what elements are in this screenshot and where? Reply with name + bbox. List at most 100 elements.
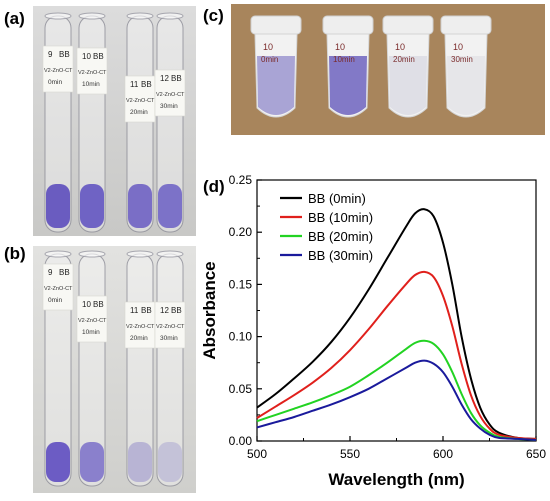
vial-liquid — [447, 56, 485, 115]
tube-label-line2: 0min — [48, 79, 62, 86]
tube-rim — [156, 250, 184, 258]
series-lines — [256, 208, 537, 441]
tube-label-line2: 20min — [130, 109, 148, 116]
panel-label-a: (a) — [4, 9, 25, 28]
tube-label-code: BB — [59, 268, 70, 277]
tube-label-code: BB — [93, 52, 104, 61]
tube-rim — [44, 12, 72, 20]
tube-label-number: 11 — [130, 306, 139, 315]
tube-label-code: BB — [141, 306, 152, 315]
tube-label-sticker — [42, 263, 74, 311]
y-tick-label: 0.25 — [229, 173, 253, 187]
tube-label-line2: 30min — [160, 335, 178, 342]
tube-label-line2: 10min — [82, 329, 100, 336]
y-tick-label: 0.20 — [229, 225, 253, 239]
x-tick-label: 500 — [247, 447, 267, 461]
vial-cap — [250, 15, 302, 35]
tube-label-sticker — [76, 295, 108, 343]
photo-c-vials: 10 0min 10 10min 10 20min 10 30min — [231, 4, 545, 135]
tube-liquid — [128, 442, 152, 482]
tube-label-line1: V2-ZnO-CT — [78, 318, 107, 324]
tube-label-code: BB — [93, 300, 104, 309]
tube-label-number: 11 — [130, 80, 139, 89]
tube-label-line2: 20min — [130, 335, 148, 342]
vial-liquid — [329, 56, 367, 115]
vial-label-time: 0min — [261, 55, 278, 64]
tube-label-line1: V2-ZnO-CT — [78, 70, 107, 76]
tube-rim — [126, 250, 154, 258]
tube-liquid — [158, 442, 182, 482]
tube-liquid — [80, 442, 104, 482]
tube-label-number: 12 — [160, 74, 169, 83]
series-line-3 — [256, 359, 537, 441]
y-tick-label: 0.15 — [229, 277, 253, 291]
legend-label-0: BB (0min) — [308, 191, 366, 206]
tube-rim — [126, 12, 154, 20]
tube-label-line1: V2-ZnO-CT — [44, 68, 73, 74]
tube-label-sticker — [124, 75, 156, 123]
tube-label-code: BB — [141, 80, 152, 89]
absorbance-chart: 0.00 0.05 0.10 0.15 0.20 0.25 500 550 600 650 BB… — [200, 173, 546, 489]
tube-label-line2: 30min — [160, 103, 178, 110]
panel-label-c: (c) — [203, 6, 224, 25]
vial-cap — [440, 15, 492, 35]
series-line-1 — [256, 270, 537, 440]
vial-label-time: 10min — [333, 55, 355, 64]
vial-label-number: 10 — [453, 42, 463, 52]
tube-label-number: 10 — [82, 52, 91, 61]
legend-label-1: BB (10min) — [308, 210, 373, 225]
plot-frame — [256, 179, 537, 442]
tube-label-sticker — [124, 301, 156, 349]
tube-liquid — [46, 184, 70, 228]
tube-rim — [78, 12, 106, 20]
x-axis-ticks: 500 550 600 650 — [247, 436, 546, 461]
vial-liquid — [257, 56, 295, 115]
vial-label-time: 20min — [393, 55, 415, 64]
tube-label-code: BB — [59, 50, 70, 59]
x-tick-label: 550 — [340, 447, 360, 461]
vial-label-number: 10 — [395, 42, 405, 52]
vial-cap — [382, 15, 434, 35]
tube-label-code: BB — [171, 306, 182, 315]
tube-label-number: 12 — [160, 306, 169, 315]
series-line-0 — [256, 208, 537, 440]
tube-label-line1: V2-ZnO-CT — [126, 324, 155, 330]
x-tick-label: 600 — [433, 447, 453, 461]
panel-label-b: (b) — [4, 244, 26, 263]
y-tick-label: 0.10 — [229, 330, 253, 344]
photo-panel-c: 10 0min 10 10min 10 20min 10 30min — [231, 4, 545, 135]
tube-label-sticker — [154, 69, 186, 117]
y-tick-label: 0.05 — [229, 382, 253, 396]
tube-label-sticker — [42, 45, 74, 93]
y-axis-label: Absorbance — [200, 261, 219, 359]
tube-rim — [44, 250, 72, 258]
tube-label-line1: V2-ZnO-CT — [156, 92, 185, 98]
x-axis-label: Wavelength (nm) — [328, 470, 464, 489]
vial-cap — [322, 15, 374, 35]
tube-rim — [156, 12, 184, 20]
tube-label-sticker — [154, 301, 186, 349]
tube-label-sticker — [76, 47, 108, 95]
tube-label-number: 9 — [48, 268, 53, 277]
photo-panel-a: 9 BB V2-ZnO-CT 0min 10 BB V2-ZnO-CT 10min 11 BB V2… — [33, 6, 196, 236]
tube-label-line2: 10min — [82, 81, 100, 88]
y-tick-label: 0.00 — [229, 434, 253, 448]
tube-rim — [78, 250, 106, 258]
panel-label-d: (d) — [203, 177, 225, 196]
legend-label-3: BB (30min) — [308, 248, 373, 263]
tube-label-line1: V2-ZnO-CT — [44, 286, 73, 292]
tube-label-code: BB — [171, 74, 182, 83]
vial-label-number: 10 — [335, 42, 345, 52]
tube-label-line1: V2-ZnO-CT — [156, 324, 185, 330]
legend-label-2: BB (20min) — [308, 229, 373, 244]
x-tick-label: 650 — [526, 447, 546, 461]
tube-liquid — [80, 184, 104, 228]
tube-label-number: 10 — [82, 300, 91, 309]
tube-liquid — [128, 184, 152, 228]
y-axis-ticks: 0.00 0.05 0.10 0.15 0.20 0.25 — [229, 173, 262, 448]
tube-liquid — [158, 184, 182, 228]
photo-panel-b: 9 BB V2-ZnO-CT 0min 10 BB V2-ZnO-CT 10min 11 BB V2… — [33, 246, 196, 493]
legend: BB (0min) BB (10min) BB (20min) BB (30min) — [280, 191, 373, 263]
